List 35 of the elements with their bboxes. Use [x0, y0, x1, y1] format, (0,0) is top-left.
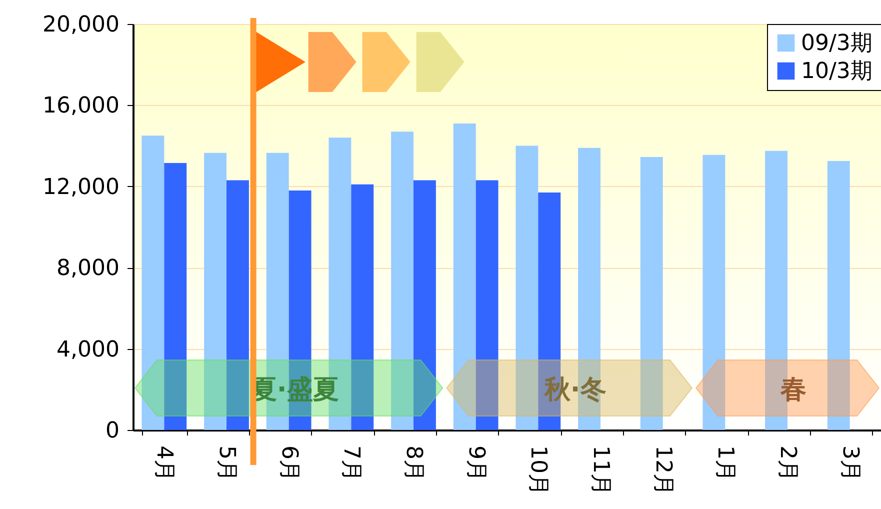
bar: [164, 163, 187, 430]
x-tick-label: 10月: [526, 446, 551, 496]
x-tick-label: 8月: [401, 446, 426, 482]
x-tick-label: 9月: [463, 446, 488, 482]
x-tick-label: 1月: [712, 446, 738, 482]
bar: [702, 154, 726, 430]
bar: [414, 180, 436, 430]
bar: [204, 152, 226, 430]
bar: [391, 132, 414, 430]
bar: [453, 123, 476, 430]
bar: [226, 180, 249, 430]
bar: [516, 146, 538, 430]
y-tick-label: 4,000: [56, 337, 120, 362]
x-tick-label: 6月: [276, 446, 302, 482]
y-tick-label: 16,000: [42, 94, 120, 119]
x-tick-label: 4月: [152, 446, 177, 482]
bar: [142, 136, 164, 430]
bar: [827, 161, 850, 430]
band-label: 春: [780, 375, 806, 405]
x-tick-label: 3月: [837, 446, 862, 482]
y-tick-label: 8,000: [56, 256, 120, 282]
x-tick-label: 7月: [338, 446, 364, 482]
bar: [476, 180, 498, 430]
bar: [351, 184, 374, 430]
y-tick-label: 0: [106, 418, 120, 444]
x-tick-label: 2月: [775, 446, 800, 482]
y-tick-label: 20,000: [42, 12, 120, 38]
x-tick-label: 12月: [650, 446, 676, 496]
bar: [288, 190, 312, 430]
y-tick-label: 12,000: [42, 174, 120, 200]
bar: [640, 156, 663, 430]
x-tick-label: 11月: [588, 446, 613, 496]
legend-label: 10/3期: [801, 59, 872, 84]
legend-label: 09/3期: [801, 31, 872, 56]
x-tick-label: 5月: [214, 446, 239, 482]
